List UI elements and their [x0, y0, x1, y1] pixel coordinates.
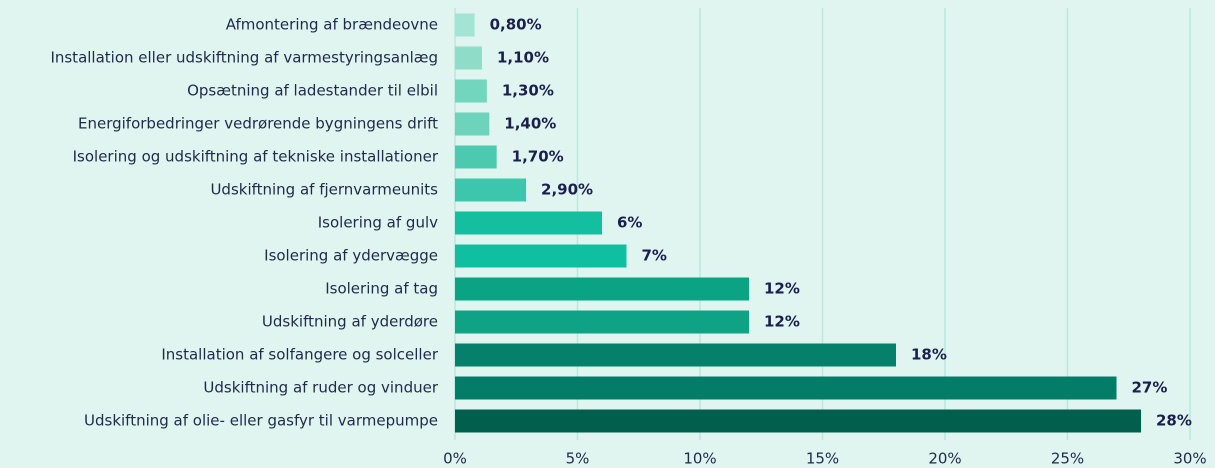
y-tick-label: Isolering af ydervægge — [264, 247, 438, 265]
bar — [455, 13, 475, 37]
x-tick-label: 15% — [806, 450, 839, 468]
bar — [455, 244, 627, 268]
value-label: 12% — [764, 313, 800, 331]
y-tick-label: Afmontering af brændeovne — [226, 16, 438, 34]
y-tick-label: Udskiftning af olie- eller gasfyr til va… — [84, 412, 438, 430]
value-label: 18% — [911, 346, 947, 364]
value-label: 7% — [642, 247, 667, 265]
bar — [455, 178, 527, 202]
bar — [455, 277, 749, 301]
x-tick-label: 30% — [1173, 450, 1206, 468]
value-label: 1,10% — [497, 49, 549, 67]
y-tick-label: Udskiftning af yderdøre — [262, 313, 438, 331]
y-tick-label: Installation af solfangere og solceller — [161, 346, 438, 364]
value-label: 1,30% — [502, 82, 554, 100]
bar — [455, 79, 487, 103]
bar — [455, 46, 482, 70]
y-tick-label: Udskiftning af fjernvarmeunits — [210, 181, 438, 199]
y-tick-label: Isolering af tag — [325, 280, 438, 298]
y-tick-label: Installation eller udskiftning af varmes… — [50, 49, 438, 67]
bar — [455, 343, 896, 367]
y-tick-label: Isolering og udskiftning af tekniske ins… — [73, 148, 439, 166]
bar — [455, 376, 1117, 400]
bar — [455, 409, 1141, 433]
bar — [455, 211, 602, 235]
x-tick-label: 10% — [683, 450, 716, 468]
value-label: 0,80% — [490, 16, 542, 34]
y-tick-label: Opsætning af ladestander til elbil — [187, 82, 438, 100]
value-label: 2,90% — [541, 181, 593, 199]
x-tick-label: 0% — [443, 450, 467, 468]
y-tick-label: Isolering af gulv — [318, 214, 438, 232]
value-label: 6% — [617, 214, 642, 232]
x-tick-label: 5% — [566, 450, 590, 468]
bar — [455, 310, 749, 334]
value-label: 1,70% — [512, 148, 564, 166]
bar — [455, 112, 490, 136]
value-label: 12% — [764, 280, 800, 298]
value-label: 1,40% — [504, 115, 556, 133]
x-tick-label: 25% — [1051, 450, 1084, 468]
y-tick-label: Udskiftning af ruder og vinduer — [203, 379, 438, 397]
value-label: 27% — [1132, 379, 1168, 397]
y-tick-label: Energiforbedringer vedrørende bygningens… — [78, 115, 438, 133]
bar — [455, 145, 497, 169]
x-tick-label: 20% — [928, 450, 961, 468]
value-label: 28% — [1156, 412, 1192, 430]
